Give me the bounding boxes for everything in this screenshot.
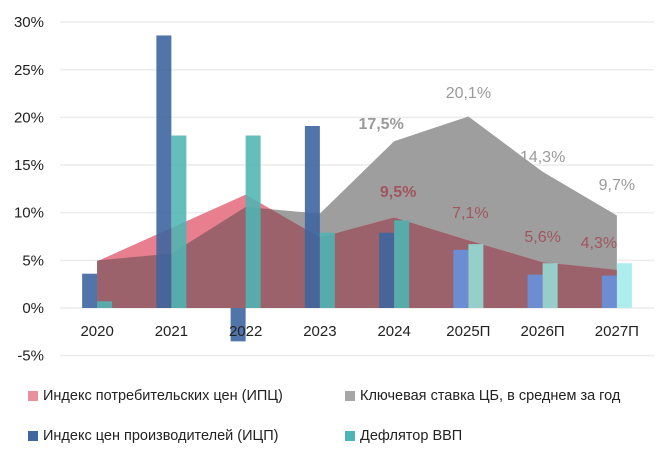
bar-deflator	[319, 232, 335, 308]
x-tick-label: 2022	[229, 323, 262, 340]
bars	[82, 35, 632, 342]
bar-deflator	[542, 263, 558, 308]
y-tick-label: 0%	[22, 300, 44, 317]
x-tick-label: 2023	[303, 323, 336, 340]
legend-swatch-cpi	[28, 391, 38, 401]
data-label-rate: 14,3%	[520, 149, 565, 166]
data-label-rate: 9,7%	[599, 177, 635, 194]
areas	[97, 116, 617, 309]
y-tick-label: 20%	[14, 109, 44, 126]
y-tick-label: 30%	[14, 14, 44, 31]
bar-ppi	[453, 249, 469, 308]
legend-item-cpi: Индекс потребительских цен (ИПЦ)	[28, 388, 283, 404]
legend-label-cpi: Индекс потребительских цен (ИПЦ)	[43, 388, 283, 404]
y-tick-label: 5%	[22, 252, 44, 269]
x-tick-label: 2020	[80, 323, 113, 340]
bar-deflator	[97, 301, 113, 308]
bar-ppi	[230, 308, 246, 342]
legend: Индекс потребительских цен (ИПЦ) Ключева…	[0, 380, 663, 456]
legend-swatch-deflator	[345, 431, 355, 441]
y-axis-ticks: 30% 25% 20% 15% 10% 5% 0% -5%	[14, 14, 44, 365]
y-tick-label: -5%	[17, 348, 44, 365]
data-label-rate: 17,5%	[358, 116, 403, 133]
bar-deflator	[468, 244, 484, 308]
area-overlap	[97, 206, 617, 308]
legend-item-ppi: Индекс цен производителей (ИЦП)	[28, 428, 279, 444]
legend-label-ppi: Индекс цен производителей (ИЦП)	[43, 428, 279, 444]
bar-ppi	[82, 273, 98, 308]
chart: 30%25%20%15%10%5%0%-5% 2020 2021 2022 2023 2…	[14, 14, 654, 365]
data-label-rate: 20,1%	[446, 85, 491, 102]
legend-swatch-key-rate	[345, 391, 355, 401]
data-label-cpi: 7,1%	[452, 205, 488, 222]
bar-ppi	[379, 232, 395, 308]
bar-deflator	[171, 135, 187, 308]
x-axis-ticks: 2020 2021 2022 2023 2024 2025П 2026П 2027П	[80, 323, 639, 340]
legend-label-deflator: Дефлятор ВВП	[360, 428, 463, 444]
x-tick-label: 2024	[377, 323, 410, 340]
data-label-cpi: 4,3%	[581, 235, 617, 252]
bar-deflator	[616, 263, 632, 308]
bar-ppi	[527, 274, 543, 308]
y-tick-label: 15%	[14, 157, 44, 174]
x-tick-label: 2027П	[595, 323, 639, 340]
y-tick-label: 10%	[14, 205, 44, 222]
y-tick-label: 25%	[14, 62, 44, 79]
data-label-cpi: 9,5%	[380, 184, 416, 201]
bar-ppi	[304, 125, 320, 309]
bar-deflator	[245, 135, 261, 308]
legend-item-key-rate: Ключевая ставка ЦБ, в среднем за год	[345, 388, 620, 404]
legend-swatch-ppi	[28, 431, 38, 441]
legend-item-deflator: Дефлятор ВВП	[345, 428, 462, 444]
x-tick-label: 2025П	[446, 323, 490, 340]
bar-ppi	[601, 275, 617, 308]
data-label-cpi: 5,6%	[524, 229, 560, 246]
x-tick-label: 2026П	[521, 323, 565, 340]
bar-deflator	[394, 220, 410, 308]
legend-label-key-rate: Ключевая ставка ЦБ, в среднем за год	[360, 388, 621, 404]
bar-ppi	[156, 35, 172, 308]
data-labels: 17,5% 20,1% 14,3% 9,7% 9,5% 7,1% 5,6% 4,3%	[358, 85, 635, 252]
x-tick-label: 2021	[155, 323, 188, 340]
